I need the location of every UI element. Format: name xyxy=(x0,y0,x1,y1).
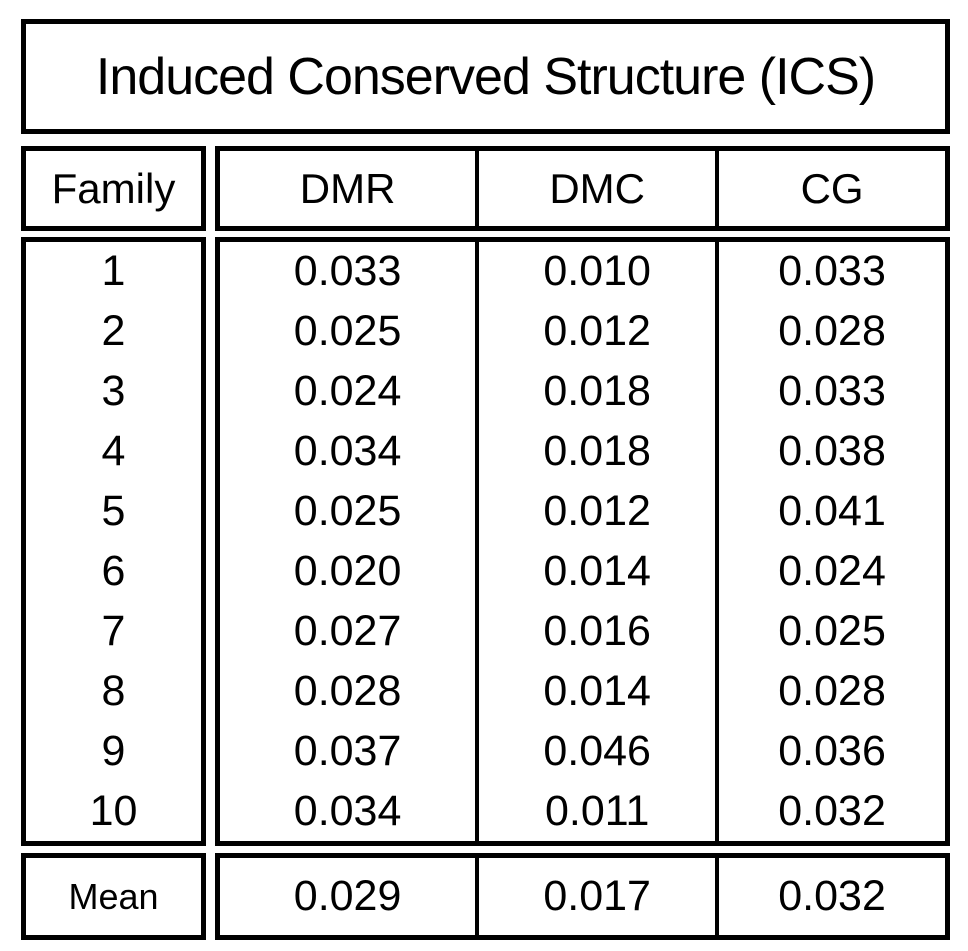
dmc-cell: 0.011 xyxy=(544,786,650,835)
dmc-cell: 0.018 xyxy=(543,427,651,476)
mean-dmc-value: 0.017 xyxy=(543,872,651,920)
dmr-column: 0.033 0.025 0.024 0.034 0.025 0.020 0.02… xyxy=(220,242,475,841)
family-cell: 8 xyxy=(101,666,126,715)
table-title-box: Induced Conserved Structure (ICS) xyxy=(21,19,950,134)
cg-cell: 0.028 xyxy=(778,307,886,356)
table-body: 1 2 3 4 5 6 7 8 9 10 0.033 0.025 0.024 0… xyxy=(21,237,950,846)
cg-cell: 0.024 xyxy=(778,546,886,595)
dmr-cell: 0.024 xyxy=(293,367,402,416)
cg-column: 0.033 0.028 0.033 0.038 0.041 0.024 0.02… xyxy=(715,242,945,841)
column-header-dmr: DMR xyxy=(220,151,475,226)
mean-label-box: Mean xyxy=(21,853,206,940)
column-header-cg-label: CG xyxy=(800,164,864,212)
dmr-cell: 0.034 xyxy=(293,427,402,476)
dmc-cell: 0.016 xyxy=(543,606,651,655)
dmr-cell: 0.027 xyxy=(293,606,402,655)
family-cell: 4 xyxy=(101,427,126,476)
table-title: Induced Conserved Structure (ICS) xyxy=(95,47,876,106)
cg-cell: 0.025 xyxy=(778,606,886,655)
column-header-dmc: DMC xyxy=(475,151,715,226)
cg-cell: 0.036 xyxy=(778,726,886,775)
dmc-cell: 0.046 xyxy=(543,726,651,775)
mean-row: Mean 0.029 0.017 0.032 xyxy=(21,853,950,940)
cg-cell: 0.038 xyxy=(778,427,886,476)
dmc-cell: 0.014 xyxy=(543,666,651,715)
column-header-dmc-label: DMC xyxy=(549,164,645,212)
dmc-cell: 0.012 xyxy=(543,487,651,536)
family-cell: 5 xyxy=(101,487,126,536)
column-header-family: Family xyxy=(21,146,206,231)
column-header-family-label: Family xyxy=(51,164,176,212)
family-cell: 7 xyxy=(101,606,126,655)
mean-cg-cell: 0.032 xyxy=(715,858,945,935)
dmr-cell: 0.025 xyxy=(293,307,402,356)
family-cell: 1 xyxy=(101,247,126,296)
cg-cell: 0.033 xyxy=(778,247,886,296)
family-cell: 9 xyxy=(101,726,126,775)
cg-cell: 0.028 xyxy=(778,666,886,715)
family-cell: 2 xyxy=(101,307,126,356)
mean-label: Mean xyxy=(68,875,159,917)
dmc-cell: 0.018 xyxy=(543,367,651,416)
cg-cell: 0.033 xyxy=(778,367,886,416)
mean-values-box: 0.029 0.017 0.032 xyxy=(215,853,950,940)
column-header-dmr-label: DMR xyxy=(299,164,396,212)
dmr-cell: 0.020 xyxy=(293,546,402,595)
cg-cell: 0.041 xyxy=(778,487,886,536)
value-column-headers: DMR DMC CG xyxy=(215,146,950,231)
mean-dmr-value: 0.029 xyxy=(293,872,402,920)
dmr-cell: 0.025 xyxy=(293,487,402,536)
family-cell: 10 xyxy=(89,786,138,835)
dmc-column: 0.010 0.012 0.018 0.018 0.012 0.014 0.01… xyxy=(475,242,715,841)
header-row: Family DMR DMC CG xyxy=(21,146,950,231)
dmc-cell: 0.012 xyxy=(543,307,651,356)
mean-cg-value: 0.032 xyxy=(778,872,886,920)
dmc-cell: 0.014 xyxy=(543,546,651,595)
family-cell: 6 xyxy=(101,546,126,595)
dmr-cell: 0.037 xyxy=(293,726,402,775)
mean-dmc-cell: 0.017 xyxy=(475,858,715,935)
family-column-values: 1 2 3 4 5 6 7 8 9 10 xyxy=(26,242,201,841)
family-column: 1 2 3 4 5 6 7 8 9 10 xyxy=(21,237,206,846)
dmr-cell: 0.034 xyxy=(293,786,402,835)
mean-dmr-cell: 0.029 xyxy=(220,858,475,935)
column-header-cg: CG xyxy=(715,151,945,226)
family-cell: 3 xyxy=(101,367,126,416)
dmc-cell: 0.010 xyxy=(543,247,651,296)
cg-cell: 0.032 xyxy=(778,786,886,835)
dmr-cell: 0.028 xyxy=(293,666,402,715)
values-body: 0.033 0.025 0.024 0.034 0.025 0.020 0.02… xyxy=(215,237,950,846)
dmr-cell: 0.033 xyxy=(293,247,402,296)
